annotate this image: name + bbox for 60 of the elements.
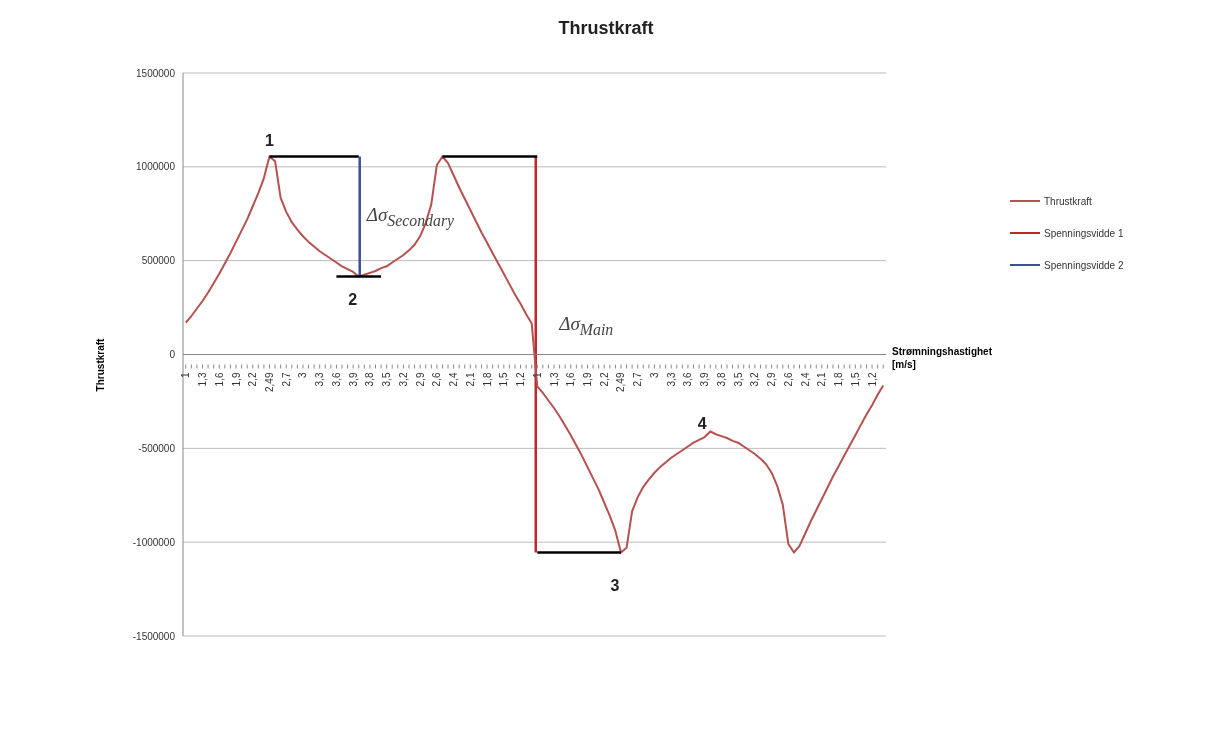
x-tick-label: 2,6 — [431, 372, 443, 387]
y-tick-label: 0 — [169, 349, 176, 361]
x-tick-label: 3,6 — [682, 372, 694, 387]
legend-label: Spenningsvidde 1 — [1044, 227, 1124, 239]
x-tick-label: 3 — [648, 372, 660, 379]
annotation: 4 — [697, 415, 707, 434]
x-tick-label: 2,7 — [632, 372, 644, 387]
x-tick-label: 1,6 — [565, 372, 577, 387]
y-tick-label: 500000 — [141, 255, 176, 267]
x-tick-label: 1,5 — [849, 372, 861, 387]
x-tick-label: 1,9 — [582, 372, 593, 387]
legend-label: Spenningsvidde 2 — [1044, 259, 1124, 271]
x-tick-label: 3,3 — [314, 372, 326, 387]
y-tick-label: 1500000 — [136, 67, 176, 79]
x-tick-label: 1,9 — [230, 372, 242, 387]
x-tick-label: 2,2 — [598, 372, 610, 387]
x-tick-label: 2,1 — [464, 372, 476, 387]
x-tick-label: 3 — [297, 372, 309, 379]
x-tick-label: 3,2 — [749, 372, 761, 387]
x-tick-label: 3,9 — [699, 372, 711, 387]
x-tick-label: 1,6 — [213, 372, 225, 387]
x-axis-title: Strømningshastighet [m/s] — [892, 344, 993, 371]
x-tick-label: 1,5 — [498, 372, 510, 387]
x-tick-label: 3,3 — [665, 372, 677, 387]
annotation: 3 — [610, 576, 620, 595]
x-tick-label: 1 — [531, 372, 543, 379]
x-tick-label: 2,2 — [247, 372, 259, 387]
x-tick-label: 1 — [180, 372, 192, 379]
x-tick-label: 2,1 — [816, 372, 828, 387]
y-tick-label: -1500000 — [132, 630, 176, 642]
x-tick-label: 1,8 — [833, 372, 845, 387]
y-tick-label: 1000000 — [136, 161, 176, 173]
x-tick-label: 3,5 — [381, 372, 393, 387]
annotation: 2 — [348, 290, 358, 309]
x-tick-label: 1,8 — [481, 372, 493, 387]
x-tick-label: 3,8 — [715, 372, 727, 387]
x-tick-label: 2,4 — [448, 372, 460, 387]
y-axis-title: Thrustkraft — [94, 338, 106, 391]
x-tick-label: 1,2 — [515, 372, 527, 387]
x-tick-label: 3,8 — [364, 372, 376, 387]
x-tick-label: 2,49 — [615, 372, 627, 392]
legend-label: Thrustkraft — [1044, 195, 1092, 207]
x-tick-label: 2,49 — [263, 372, 275, 392]
x-tick-label: 2,9 — [414, 372, 426, 387]
annotation: 1 — [265, 132, 274, 151]
x-tick-label: 3,9 — [347, 372, 359, 387]
x-tick-label: 3,5 — [732, 372, 744, 387]
y-tick-label: -1000000 — [132, 536, 176, 548]
x-tick-label: 2,4 — [799, 372, 811, 387]
x-tick-label: 1,3 — [197, 372, 209, 387]
x-tick-label: 1,3 — [548, 372, 560, 387]
x-tick-label: 2,6 — [782, 372, 794, 387]
x-tick-label: 2,9 — [766, 372, 778, 387]
y-tick-label: -500000 — [138, 442, 176, 454]
x-tick-label: 1,2 — [866, 372, 878, 387]
chart-title: Thrustkraft — [557, 18, 655, 39]
x-tick-label: 2,7 — [280, 372, 292, 387]
x-tick-label: 3,6 — [330, 372, 342, 387]
x-tick-label: 3,2 — [397, 372, 409, 387]
annotation: Δσ$_{Main}$ — [559, 312, 614, 339]
